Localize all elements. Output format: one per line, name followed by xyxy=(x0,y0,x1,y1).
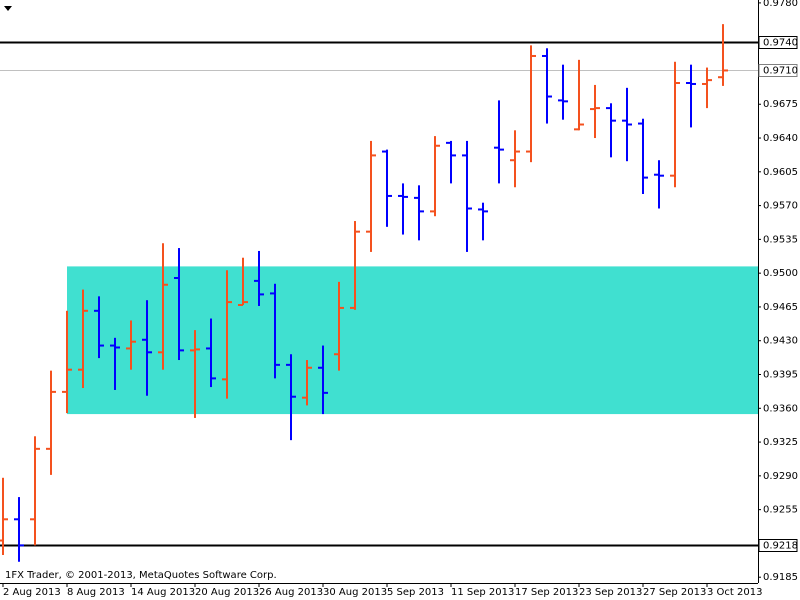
x-tick-label: 11 Sep 2013 xyxy=(451,587,514,598)
price-label-box xyxy=(758,36,798,49)
y-tick-label: 0.9395 xyxy=(763,370,798,381)
y-tick-label: 0.9780 xyxy=(763,0,798,9)
y-tick-label: 0.9255 xyxy=(763,505,798,516)
x-tick-label: 17 Sep 2013 xyxy=(515,587,578,598)
y-tick-label: 0.9675 xyxy=(763,99,798,110)
price-label: 0.9740 xyxy=(763,38,798,49)
x-tick-label: 2 Aug 2013 xyxy=(3,587,61,598)
y-tick-label: 0.9185 xyxy=(763,572,798,583)
x-tick-label: 3 Oct 2013 xyxy=(707,587,762,598)
x-tick-label: 5 Sep 2013 xyxy=(387,587,444,598)
price-label-box xyxy=(758,539,798,552)
price-label: 0.9710 xyxy=(763,66,798,77)
price-label-box xyxy=(758,64,798,77)
x-tick-label: 30 Aug 2013 xyxy=(323,587,387,598)
x-tick-label: 23 Sep 2013 xyxy=(579,587,642,598)
y-tick-label: 0.9465 xyxy=(763,302,798,313)
price-zone xyxy=(67,266,758,415)
price-label: 0.9218 xyxy=(763,541,798,552)
y-tick-label: 0.9360 xyxy=(763,403,798,414)
y-tick-label: 0.9325 xyxy=(763,437,798,448)
y-tick-label: 0.9535 xyxy=(763,234,798,245)
y-tick-label: 0.9640 xyxy=(763,133,798,144)
y-tick-label: 0.9605 xyxy=(763,167,798,178)
x-tick-label: 26 Aug 2013 xyxy=(259,587,323,598)
footer: 1FX Trader, © 2001-2013, MetaQuotes Soft… xyxy=(5,570,277,581)
x-tick-label: 20 Aug 2013 xyxy=(195,587,259,598)
y-tick-label: 0.9570 xyxy=(763,201,798,212)
y-tick-label: 0.9290 xyxy=(763,471,798,482)
x-tick-label: 27 Sep 2013 xyxy=(643,587,706,598)
y-tick-label: 0.9430 xyxy=(763,336,798,347)
x-tick-label: 8 Aug 2013 xyxy=(67,587,125,598)
x-tick-label: 14 Aug 2013 xyxy=(131,587,195,598)
y-tick-label: 0.9500 xyxy=(763,268,798,279)
menu-arrow[interactable] xyxy=(4,6,12,11)
